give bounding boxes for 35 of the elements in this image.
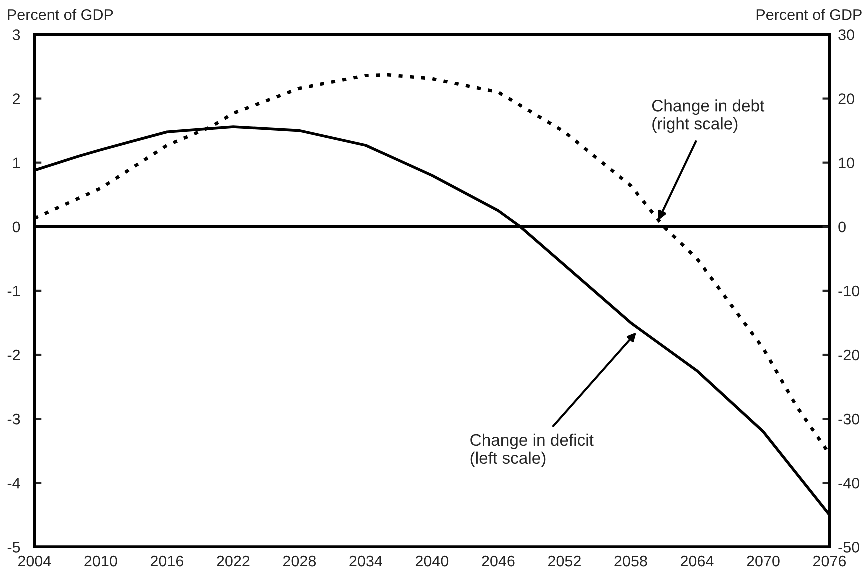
x-tick-label: 2076 <box>813 556 846 567</box>
x-tick-label: 2034 <box>350 556 382 567</box>
y-tick-label: -1 <box>8 286 20 296</box>
y2-tick-label: 30 <box>838 30 854 40</box>
y-tick-label: -3 <box>8 414 20 425</box>
x-tick-label: 2016 <box>150 556 184 567</box>
x-tick-label: 2040 <box>416 556 449 567</box>
y-tick-label: -4 <box>8 478 20 489</box>
annotation: Change in debt (right scale) <box>652 100 765 134</box>
y-tick-label: -5 <box>8 542 20 553</box>
x-tick-label: 2058 <box>614 556 648 567</box>
y2-tick-label: -30 <box>838 414 860 425</box>
y2-tick-label: 20 <box>838 94 854 104</box>
y-axis-title: Percent of GDP <box>8 9 114 20</box>
y2-tick-label: -20 <box>838 350 860 361</box>
x-tick-label: 2022 <box>217 556 250 567</box>
annotation: Change in deficit (left scale) <box>470 434 594 468</box>
y-tick-label: 2 <box>13 94 20 104</box>
y-tick-label: 3 <box>12 30 20 40</box>
x-tick-label: 2070 <box>747 556 780 567</box>
y2-tick-label: -50 <box>838 542 860 553</box>
x-tick-label: 2046 <box>482 556 515 567</box>
y2-tick-label: -10 <box>838 286 860 297</box>
y-tick-label: 1 <box>13 158 20 168</box>
y-tick-label: -2 <box>8 350 20 361</box>
y2-tick-label: 0 <box>838 222 846 233</box>
y2-tick-label: -40 <box>838 478 860 489</box>
x-tick-label: 2052 <box>548 556 581 567</box>
x-tick-label: 2028 <box>283 556 316 567</box>
x-tick-label: 2064 <box>680 556 714 567</box>
x-tick-label: 2004 <box>18 556 52 567</box>
y2-axis-title: Percent of GDP <box>756 9 862 20</box>
y2-tick-label: 10 <box>839 158 854 169</box>
x-tick-label: 2010 <box>84 556 118 567</box>
y-tick-label: 0 <box>12 222 20 233</box>
